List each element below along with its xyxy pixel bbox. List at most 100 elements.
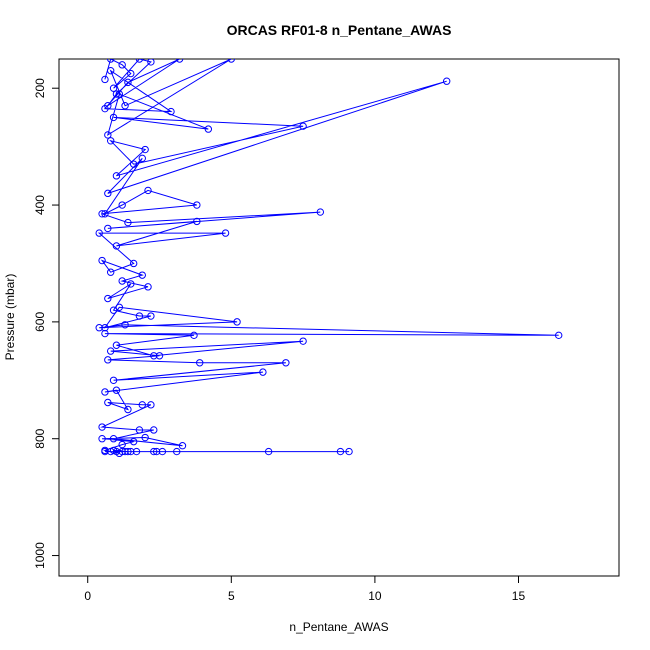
data-point (316, 208, 325, 216)
x-axis: 0 5 10 15 (84, 575, 526, 603)
data-point (190, 331, 198, 340)
data-point (101, 75, 109, 84)
y-tick-label: 800 (33, 428, 47, 448)
data-point (121, 447, 129, 456)
data-point (124, 405, 132, 414)
data-point (135, 426, 144, 434)
x-tick-label: 15 (512, 589, 526, 603)
data-point (104, 294, 112, 303)
data-point (121, 102, 129, 110)
data-point (98, 435, 106, 443)
data-point (106, 347, 115, 355)
data-point (101, 324, 109, 332)
data-point (112, 172, 121, 180)
data-point (299, 122, 307, 130)
data-point (106, 66, 115, 75)
data-point (155, 352, 164, 360)
data-point (336, 447, 345, 456)
data-point (95, 229, 103, 237)
data-point (115, 90, 124, 98)
data-point (118, 440, 126, 449)
data-point (106, 447, 115, 456)
data-point (129, 259, 138, 268)
data-point (158, 447, 167, 456)
data-point (112, 447, 121, 456)
x-tick-label: 5 (228, 589, 235, 603)
data-point (150, 447, 158, 456)
data-point (112, 90, 121, 98)
data-point (98, 210, 106, 218)
data-point (259, 368, 267, 376)
y-tick-label: 400 (33, 195, 47, 215)
data-point (112, 242, 121, 250)
data-point (144, 283, 152, 291)
data-point (129, 160, 138, 168)
data-point (106, 137, 115, 145)
data-point (264, 447, 273, 456)
data-point (135, 312, 144, 320)
x-tick-label: 0 (84, 589, 91, 603)
data-point (124, 447, 132, 456)
data-point (106, 59, 115, 63)
y-tick-label: 200 (33, 78, 47, 98)
data-point (106, 268, 115, 276)
data-point (150, 426, 158, 434)
data-point (118, 277, 126, 285)
data-point (104, 398, 112, 407)
data-point (112, 386, 121, 394)
data-point (124, 78, 132, 87)
data-point (193, 201, 201, 209)
data-point (101, 447, 109, 456)
data-point (196, 359, 204, 367)
data-point (109, 435, 118, 443)
data-point (204, 125, 213, 133)
data-point (127, 280, 135, 288)
data-point (95, 324, 103, 332)
data-point (138, 154, 146, 163)
data-point (178, 442, 187, 450)
data-point (282, 359, 290, 367)
data-point (227, 59, 236, 63)
data-point (129, 437, 138, 446)
y-tick-label: 1000 (33, 542, 47, 569)
data-point (121, 321, 129, 329)
data-point (98, 256, 106, 265)
data-point (141, 433, 149, 442)
data-point (167, 107, 175, 116)
chart-title: ORCAS RF01-8 n_Pentane_AWAS (227, 22, 452, 38)
data-point (144, 186, 152, 195)
y-axis: 200 400 600 800 1000 (33, 78, 60, 569)
data-point (101, 210, 109, 218)
data-point (109, 84, 118, 92)
data-point (233, 318, 241, 326)
data-point (554, 331, 563, 340)
data-point (345, 447, 353, 456)
data-point (127, 447, 135, 456)
data-point (101, 329, 109, 338)
data-point (147, 401, 155, 409)
x-tick-label: 10 (368, 589, 382, 603)
plot-area (95, 59, 563, 458)
data-point (104, 356, 112, 364)
data-point (109, 113, 118, 122)
data-point (150, 352, 158, 360)
data-point (135, 59, 144, 63)
data-point (147, 312, 155, 320)
data-point (299, 337, 307, 345)
data-point (98, 423, 106, 431)
data-point (138, 401, 146, 409)
data-point (115, 303, 124, 311)
data-point (101, 388, 109, 396)
data-point (152, 447, 161, 456)
data-point (104, 131, 112, 139)
data-point (147, 59, 155, 66)
y-axis-label: Pressure (mbar) (3, 274, 17, 361)
data-point (127, 69, 135, 78)
x-axis-label: n_Pentane_AWAS (289, 620, 388, 634)
data-point (175, 59, 184, 63)
data-point (442, 77, 451, 85)
data-point (193, 217, 201, 226)
data-point (109, 306, 118, 314)
data-point (221, 229, 230, 237)
